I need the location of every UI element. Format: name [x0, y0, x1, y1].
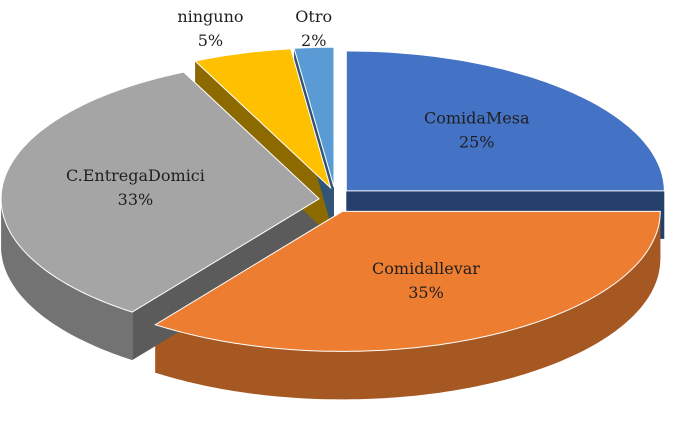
- slice-value-label: 5%: [198, 31, 223, 50]
- slice: [194, 48, 332, 190]
- slice-side: [155, 211, 661, 400]
- slice-value-label: 35%: [408, 283, 444, 302]
- slice-label: ComidaMesa: [424, 109, 530, 128]
- slice-label: ninguno: [177, 7, 243, 26]
- slice-value-label: 33%: [118, 190, 154, 209]
- slice-side: [1, 198, 133, 361]
- slice: [0, 71, 320, 313]
- slice: [293, 46, 335, 188]
- slice-label: Comidallevar: [372, 259, 480, 278]
- slice-value-label: 2%: [301, 31, 326, 50]
- slice-label: Otro: [295, 7, 332, 26]
- slice: [345, 50, 665, 192]
- slice-value-label: 25%: [459, 133, 495, 152]
- slice-label: C.EntregaDomici: [66, 166, 205, 185]
- slice: [154, 210, 661, 352]
